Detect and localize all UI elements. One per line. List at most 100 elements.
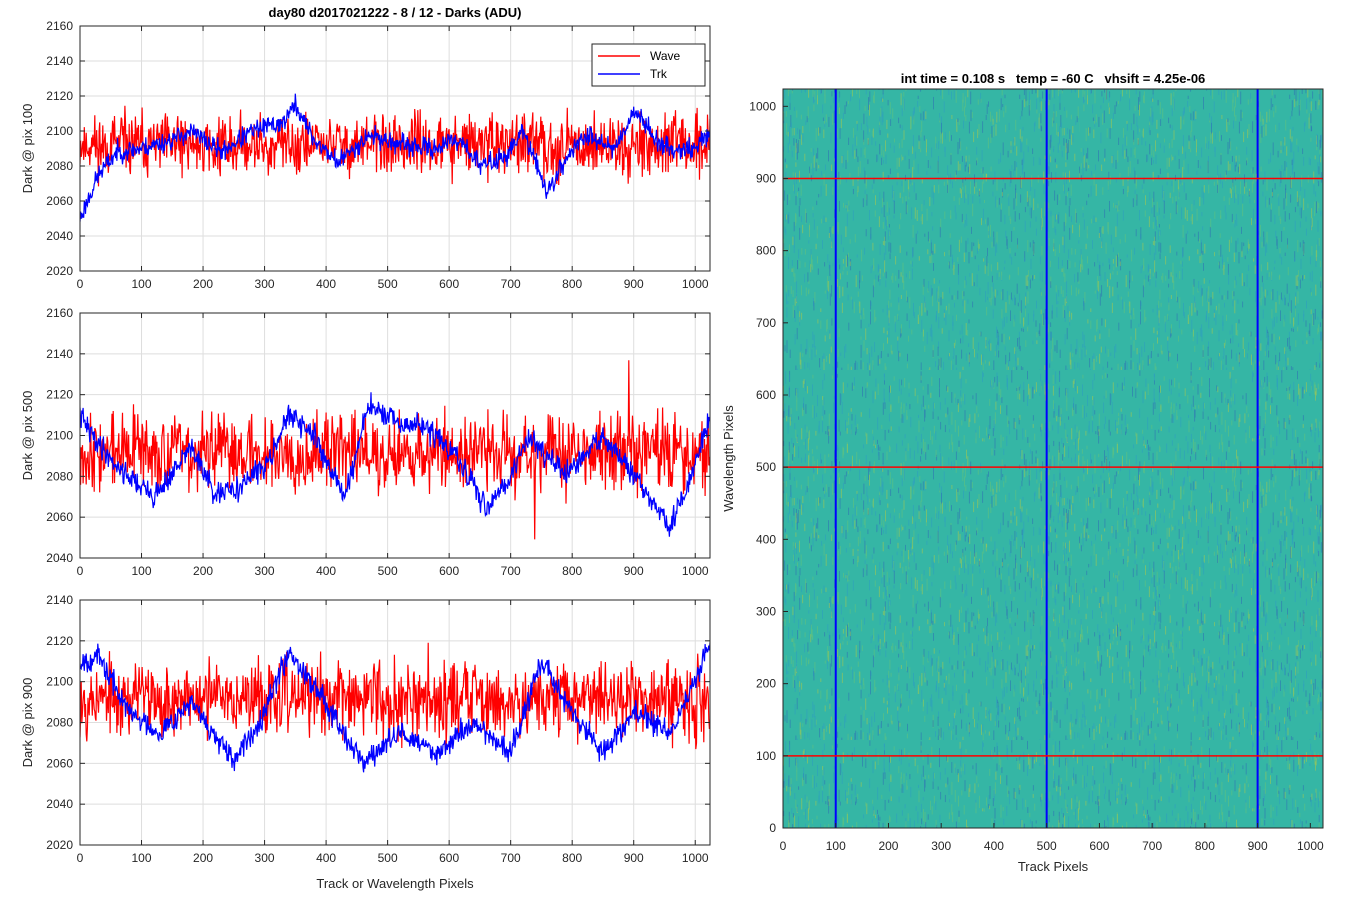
y-tick-label: 2060 <box>46 510 73 524</box>
x-tick-label: 600 <box>439 564 459 578</box>
y-tick-label: 2020 <box>46 838 73 852</box>
y-tick-label: 2100 <box>46 124 73 138</box>
heatmap-image <box>783 89 1323 828</box>
y-tick-label: 2060 <box>46 194 73 208</box>
y-axis-label: Dark @ pix 100 <box>20 104 35 194</box>
x-tick-label: 200 <box>193 851 213 865</box>
x-tick-label: 100 <box>826 839 846 853</box>
x-tick-label: 500 <box>378 277 398 291</box>
y-axis-label: Dark @ pix 900 <box>20 678 35 768</box>
x-tick-label: 300 <box>255 564 275 578</box>
line-charts: 0 100 200 300 400 500 600 700 800 900 100020202040… <box>20 19 711 891</box>
y-axis-label: Dark @ pix 500 <box>20 391 35 481</box>
legend-box <box>591 43 706 87</box>
line-chart-3: 0 100 200 300 400 500 600 700 800 900 1000 2020 2040… <box>20 593 711 891</box>
y-tick-label: 2160 <box>46 19 73 33</box>
y-tick-label: 300 <box>756 604 776 618</box>
y-tick-label: 2120 <box>46 89 73 103</box>
x-tick-label: 400 <box>316 851 336 865</box>
figure-title: day80 d2017021222 - 8 / 12 - Darks (ADU) <box>269 5 522 20</box>
heatmap-frame <box>782 88 1324 829</box>
x-tick-label: 500 <box>378 564 398 578</box>
y-tick-label: 2120 <box>46 388 73 402</box>
x-tick-label: 100 <box>132 851 152 865</box>
y-tick-label: 900 <box>756 171 776 185</box>
x-tick-label: 700 <box>501 277 521 291</box>
y-tick-label: 2100 <box>46 675 73 689</box>
x-tick-label: 400 <box>984 839 1004 853</box>
y-tick-label: 600 <box>756 388 776 402</box>
y-tick-label: 2140 <box>46 347 73 361</box>
x-tick-label: 500 <box>378 851 398 865</box>
y-tick-label: 2040 <box>46 551 73 565</box>
x-tick-label: 300 <box>931 839 951 853</box>
y-tick-label: 2080 <box>46 469 73 483</box>
y-tick-label: 2080 <box>46 716 73 730</box>
x-tick-label: 0 <box>780 839 787 853</box>
y-tick-label: 2100 <box>46 429 73 443</box>
y-tick-label: 400 <box>756 532 776 546</box>
legend: Wave Trk <box>591 43 706 87</box>
x-tick-label: 300 <box>255 277 275 291</box>
x-tick-label: 100 <box>132 277 152 291</box>
x-tick-label: 400 <box>316 564 336 578</box>
plot-frame <box>79 25 711 272</box>
x-tick-label: 800 <box>1195 839 1215 853</box>
y-tick-label: 200 <box>756 677 776 691</box>
series-line-trk <box>80 642 710 773</box>
line-chart-2: 0 100 200 300 400 500 600 700 800 900 1000 2040 2060… <box>20 306 711 578</box>
x-tick-label: 800 <box>562 277 582 291</box>
y-tick-label: 2080 <box>46 159 73 173</box>
x-tick-label: 600 <box>1089 839 1109 853</box>
x-tick-label: 1000 <box>1297 839 1324 853</box>
x-tick-label: 0 <box>77 564 84 578</box>
y-tick-label: 800 <box>756 244 776 258</box>
y-tick-label: 500 <box>756 460 776 474</box>
heatmap-chart: 0 100 200 300 400 500 600 700 800 900 1000 0 100 200 3… <box>721 71 1324 874</box>
x-tick-label: 200 <box>193 564 213 578</box>
legend-label-trk: Trk <box>650 67 668 81</box>
legend-label-wave: Wave <box>650 49 681 63</box>
x-tick-label: 700 <box>501 564 521 578</box>
y-tick-label: 2040 <box>46 229 73 243</box>
y-tick-label: 0 <box>769 821 776 835</box>
x-tick-label: 200 <box>878 839 898 853</box>
x-tick-label: 900 <box>1248 839 1268 853</box>
x-tick-label: 600 <box>439 277 459 291</box>
x-tick-label: 800 <box>562 564 582 578</box>
x-tick-label: 0 <box>77 277 84 291</box>
series-line-trk <box>80 93 710 222</box>
x-tick-label: 100 <box>132 564 152 578</box>
y-tick-label: 700 <box>756 316 776 330</box>
heatmap-y-axis-label: Wavelength Pixels <box>721 405 736 512</box>
y-tick-label: 1000 <box>749 99 776 113</box>
y-tick-label: 2140 <box>46 593 73 607</box>
x-tick-label: 600 <box>439 851 459 865</box>
x-tick-label: 700 <box>1142 839 1162 853</box>
heatmap-title: int time = 0.108 s temp = -60 C vhsift =… <box>901 71 1206 86</box>
x-tick-label: 1000 <box>682 851 709 865</box>
x-tick-label: 900 <box>624 564 644 578</box>
x-tick-label: 900 <box>624 277 644 291</box>
y-tick-label: 100 <box>756 749 776 763</box>
line-chart-1: 0 100 200 300 400 500 600 700 800 900 1000 2020 2040… <box>20 19 711 291</box>
x-tick-label: 1000 <box>682 564 709 578</box>
x-axis-label: Track or Wavelength Pixels <box>316 876 474 891</box>
x-tick-label: 400 <box>316 277 336 291</box>
y-tick-label: 2060 <box>46 756 73 770</box>
x-tick-label: 1000 <box>682 277 709 291</box>
y-tick-label: 2140 <box>46 54 73 68</box>
x-tick-label: 900 <box>624 851 644 865</box>
x-tick-label: 700 <box>501 851 521 865</box>
y-tick-label: 2160 <box>46 306 73 320</box>
x-tick-label: 500 <box>1037 839 1057 853</box>
y-tick-label: 2020 <box>46 264 73 278</box>
series-line-trk <box>80 392 710 537</box>
series-line-wave <box>80 360 710 540</box>
x-tick-label: 800 <box>562 851 582 865</box>
x-tick-label: 200 <box>193 277 213 291</box>
y-tick-label: 2120 <box>46 634 73 648</box>
heatmap-x-axis-label: Track Pixels <box>1018 859 1089 874</box>
x-tick-label: 300 <box>255 851 275 865</box>
